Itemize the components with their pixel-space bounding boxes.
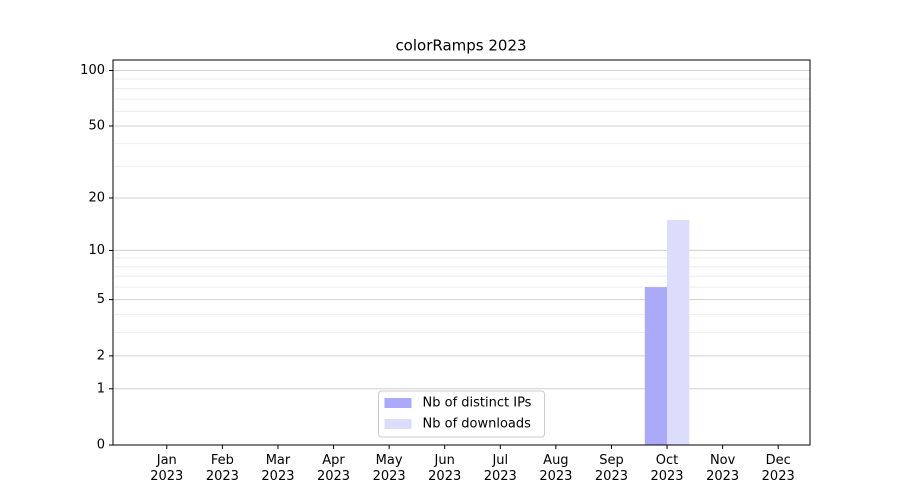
x-tick-label: Jul 2023 (483, 453, 517, 484)
bar (644, 287, 668, 445)
y-tick-label: 50 (88, 118, 105, 133)
y-tick-label: 20 (88, 190, 105, 205)
x-tick-label: Dec 2023 (761, 453, 795, 484)
x-tick-label: Oct 2023 (650, 453, 684, 484)
bar (667, 220, 690, 445)
legend-swatch (384, 398, 412, 408)
y-tick-label: 10 (88, 243, 105, 258)
legend-label: Nb of downloads (423, 417, 532, 432)
x-tick-label: Aug 2023 (539, 453, 573, 484)
x-tick-label: Apr 2023 (316, 453, 351, 484)
y-tick-label: 5 (97, 292, 105, 307)
y-tick-label: 100 (80, 63, 105, 78)
y-tick-label: 2 (97, 348, 105, 363)
x-tick-label: Nov 2023 (706, 453, 740, 484)
x-tick-label: Mar 2023 (261, 453, 295, 484)
x-tick-label: Sep 2023 (594, 453, 628, 484)
legend-label: Nb of distinct IPs (423, 396, 532, 411)
plot-frame (112, 59, 811, 446)
x-tick-label: Jun 2023 (428, 453, 462, 484)
legend-box (378, 390, 545, 438)
chart-title: colorRamps 2023 (395, 37, 526, 55)
x-tick-label: May 2023 (372, 453, 406, 484)
y-tick-label: 0 (97, 438, 105, 453)
x-tick-label: Feb 2023 (205, 453, 239, 484)
y-tick-label: 1 (97, 381, 105, 396)
x-tick-label: Jan 2023 (150, 453, 184, 484)
legend-swatch (384, 419, 412, 429)
